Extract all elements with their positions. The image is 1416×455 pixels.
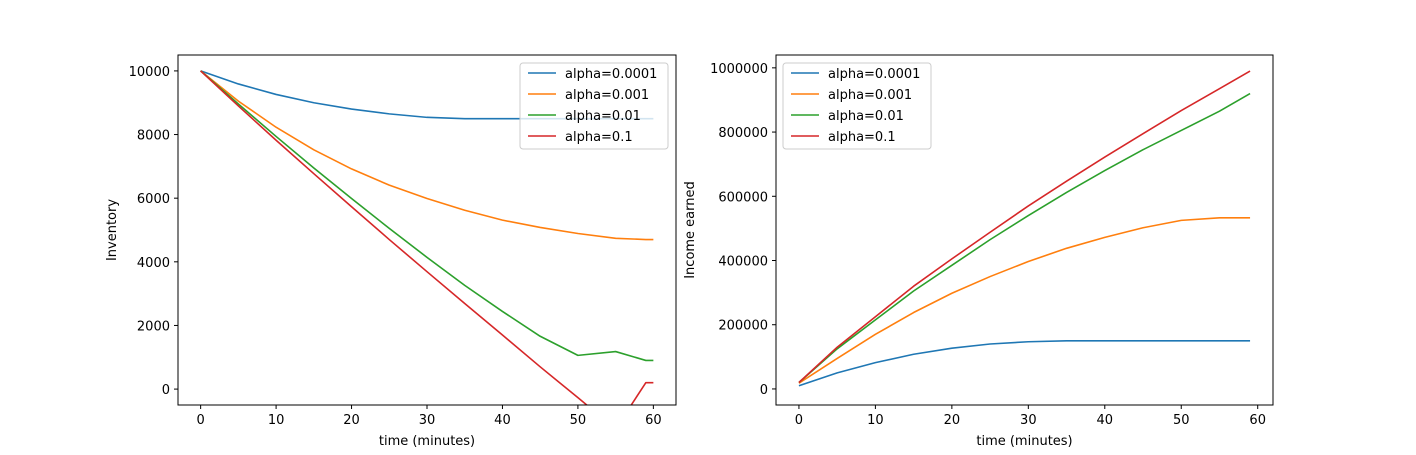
inventory-x-tick-label: 30 xyxy=(419,413,436,428)
inventory-x-tick-label: 40 xyxy=(494,413,511,428)
income-legend-label-0: alpha=0.0001 xyxy=(828,67,920,82)
income-y-axis-label: Income earned xyxy=(683,181,698,279)
inventory-x-tick-label: 0 xyxy=(196,413,204,428)
income-series-line-0 xyxy=(798,339,1251,387)
income-series-line-2 xyxy=(798,92,1251,384)
inventory-series-line-3 xyxy=(200,70,654,405)
inventory-legend-label-3: alpha=0.1 xyxy=(565,130,633,145)
income-legend: alpha=0.0001 alpha=0.001 alpha=0.01 alpha=0… xyxy=(782,62,932,150)
income-legend-label-1: alpha=0.001 xyxy=(828,88,912,103)
income-x-tick-label: 30 xyxy=(1020,413,1037,428)
income-x-tick-label: 60 xyxy=(1249,413,1266,428)
inventory-legend-label-1: alpha=0.001 xyxy=(565,88,649,103)
inventory-x-tick-label: 60 xyxy=(645,413,662,428)
inventory-legend-label-2: alpha=0.01 xyxy=(565,109,641,124)
income-y-tick-label: 200000 xyxy=(718,319,768,334)
income-chart: 0 10 20 30 40 50 60 0 200000 400000 600000 800000 10… xyxy=(683,54,1274,449)
inventory-x-tick-label: 10 xyxy=(268,413,285,428)
income-legend-label-2: alpha=0.01 xyxy=(828,109,904,124)
inventory-legend: alpha=0.0001 alpha=0.001 alpha=0.01 alpha=0… xyxy=(519,62,669,150)
income-x-tick-label: 40 xyxy=(1097,413,1114,428)
income-series-line-1 xyxy=(798,217,1251,384)
income-x-tick-label: 0 xyxy=(795,413,803,428)
income-y-tick-label: 400000 xyxy=(718,255,768,270)
income-y-tick-label: 600000 xyxy=(718,190,768,205)
income-x-tick-label: 50 xyxy=(1173,413,1190,428)
inventory-x-axis-label: time (minutes) xyxy=(379,434,475,449)
inventory-y-tick-label: 2000 xyxy=(137,319,170,334)
income-axes: 0 10 20 30 40 50 60 0 200000 400000 600000 800000 10… xyxy=(710,54,1274,428)
inventory-y-tick-label: 0 xyxy=(162,383,170,398)
income-x-axis-label: time (minutes) xyxy=(976,434,1072,449)
income-y-tick-label: 800000 xyxy=(718,126,768,141)
income-plot-frame xyxy=(775,54,1274,406)
income-y-tick-label: 0 xyxy=(760,383,768,398)
inventory-y-tick-label: 4000 xyxy=(137,256,170,271)
income-x-tick-label: 20 xyxy=(944,413,961,428)
income-x-tick-label: 10 xyxy=(867,413,884,428)
inventory-legend-box xyxy=(519,62,669,150)
income-legend-label-3: alpha=0.1 xyxy=(828,130,896,145)
income-series-line-3 xyxy=(798,70,1251,384)
inventory-y-tick-label: 8000 xyxy=(137,129,170,144)
inventory-axes: 0 10 20 30 40 50 60 0 2000 4000 6000 8000 10000 xyxy=(129,54,677,428)
inventory-y-tick-label: 6000 xyxy=(137,192,170,207)
income-y-tick-label: 1000000 xyxy=(710,62,768,77)
inventory-x-tick-label: 50 xyxy=(570,413,587,428)
inventory-y-tick-label: 10000 xyxy=(129,65,170,80)
income-legend-box xyxy=(782,62,932,150)
inventory-chart: 0 10 20 30 40 50 60 0 2000 4000 6000 8000 10000 time… xyxy=(105,54,677,449)
inventory-y-axis-label: Inventory xyxy=(105,199,120,261)
inventory-series-line-1 xyxy=(200,70,654,241)
inventory-legend-label-0: alpha=0.0001 xyxy=(565,67,657,82)
income-series-layer xyxy=(798,70,1251,387)
inventory-series-line-2 xyxy=(200,70,654,362)
inventory-x-tick-label: 20 xyxy=(343,413,360,428)
